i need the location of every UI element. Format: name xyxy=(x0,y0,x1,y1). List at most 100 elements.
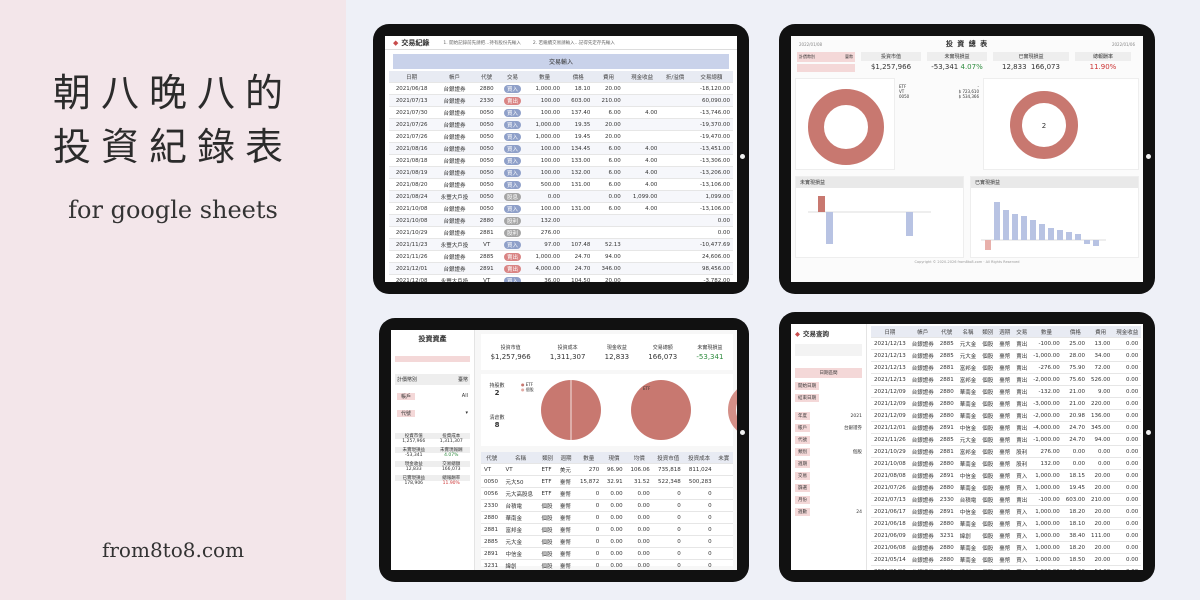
trade-type-badge[interactable]: 買入 xyxy=(504,108,522,117)
table-row[interactable]: 2885 元大金 個股 臺幣 0 0.00 0.00 0 0 xyxy=(481,535,733,548)
table-row[interactable]: 2021/08/20 台銀證券 0050 買入 500.00 131.00 6.00 4.00… xyxy=(389,178,733,191)
table-row[interactable]: 2021/05/03台銀證券3231緯創個股臺幣買入1,000.0038.605… xyxy=(871,565,1142,570)
filter-row[interactable]: 代號 xyxy=(795,436,862,444)
table-row[interactable]: 2021/08/16 台銀證券 0050 買入 100.00 134.45 6.00 4.00… xyxy=(389,142,733,155)
table-cell: 38.60 xyxy=(1062,565,1089,570)
table-row[interactable]: 2021/07/26 台銀證券 0050 買入 1,000.00 19.45 20.00 -1… xyxy=(389,130,733,143)
table-cell: 個股 xyxy=(979,529,997,542)
table-row[interactable]: 2021/06/08 台銀證券 2880 華南金 個股 臺幣 買入 1,000.00 18.20… xyxy=(871,541,1142,554)
table-row[interactable]: VT VT ETF 美元 270 96.90 106.06 735,818 811,024 xyxy=(481,463,733,476)
fx-rate-field[interactable] xyxy=(797,64,855,72)
side-metric-value: 178,906 xyxy=(404,481,424,486)
table-row[interactable]: 2021/10/29 台銀證券 2881 股利 276.00 0.00 xyxy=(389,226,733,239)
table-row[interactable]: 2021/08/08 台銀證券 2891 中信金 個股 臺幣 買入 1,000.00 18.15… xyxy=(871,469,1142,482)
table-row[interactable]: 2881 富邦金 個股 臺幣 0 0.00 0.00 0 0 xyxy=(481,523,733,536)
table-row[interactable]: 0056 元大高股息 ETF 臺幣 0 0.00 0.00 0 0 xyxy=(481,487,733,500)
table-row[interactable]: 2021/07/13 台銀證券 2330 賣出 100.00 603.00 210.00 60… xyxy=(389,94,733,107)
code-filter[interactable]: 代號 ▾ xyxy=(395,408,470,419)
filter-row[interactable]: 月份 xyxy=(795,496,862,504)
table-row[interactable]: 2021/11/23 永豐大戶投 VT 買入 97.00 107.48 52.13 -10,4… xyxy=(389,238,733,251)
trade-type-badge[interactable]: 股利 xyxy=(504,228,522,237)
table-row[interactable]: 2021/12/01 台銀證券 2891 中信金 個股 臺幣 賣出 -4,000.00 24.7… xyxy=(871,421,1142,434)
table-cell xyxy=(660,274,690,282)
trade-type-badge[interactable]: 賣出 xyxy=(504,96,522,105)
table-row[interactable]: 2021/10/08 台銀證券 2880 華南金 個股 臺幣 股利 132.00 0.00 0.0… xyxy=(871,457,1142,470)
filter-row[interactable]: 類別 個股 xyxy=(795,448,862,456)
table-row[interactable]: 2021/06/18 台銀證券 2880 華南金 個股 臺幣 買入 1,000.00 18.10… xyxy=(871,517,1142,530)
trade-type-badge[interactable]: 買入 xyxy=(504,84,522,93)
filter-value[interactable]: 台銀證券 xyxy=(844,426,862,431)
trade-type-badge[interactable]: 買入 xyxy=(504,168,522,177)
table-row[interactable]: 2021/12/13 台銀證券 2885 元大金 個股 臺幣 賣出 -100.00 25.00 1… xyxy=(871,337,1142,350)
table-row[interactable]: 2021/06/17 台銀證券 2891 中信金 個股 臺幣 買入 1,000.00 18.20… xyxy=(871,505,1142,518)
table-cell: 72.00 xyxy=(1088,361,1114,374)
table-row[interactable]: 2021/06/18 台銀證券 2880 買入 1,000.00 18.10 20.00 -1… xyxy=(389,82,733,95)
filter-row[interactable]: 年度 2021 xyxy=(795,412,862,420)
table-row[interactable]: 2021/11/26 台銀證券 2885 元大金 個股 臺幣 賣出 -1,000.00 24.7… xyxy=(871,433,1142,446)
trade-input-section[interactable]: 交易輸入 xyxy=(393,54,729,69)
trade-type-badge[interactable]: 股息 xyxy=(504,192,522,201)
filter-value[interactable]: 24 xyxy=(856,509,862,515)
currency-select[interactable]: 計價幣別 臺幣 xyxy=(797,52,855,62)
table-row[interactable]: 2021/08/18 台銀證券 0050 買入 100.00 133.00 6.00 4.00… xyxy=(389,154,733,167)
kpi-value: 166,073 xyxy=(648,352,678,361)
filter-row[interactable]: 篩選 xyxy=(795,484,862,492)
table-row[interactable]: 2021/07/26 台銀證券 0050 買入 1,000.00 19.35 20.00 -1… xyxy=(389,118,733,131)
trade-type-badge[interactable]: 買入 xyxy=(504,156,522,165)
filter-row[interactable]: 交易 xyxy=(795,472,862,480)
trade-type-badge[interactable]: 買入 xyxy=(504,240,522,249)
side-metric-value: 166,073 xyxy=(441,467,461,472)
trade-type-badge[interactable]: 買入 xyxy=(504,120,522,129)
table-row[interactable]: 2021/11/26 台銀證券 2885 賣出 1,000.00 24.70 94.00 24… xyxy=(389,250,733,263)
filter-value[interactable]: 個股 xyxy=(853,450,862,455)
kpi-unrealized: 未實現損益 -53,341 xyxy=(696,344,723,361)
trade-type-badge[interactable]: 賣出 xyxy=(504,264,522,273)
filter-value[interactable]: 2021 xyxy=(850,413,862,419)
table-cell: 0.00 xyxy=(625,559,653,570)
table-row[interactable]: 2021/10/08 台銀證券 2880 股利 132.00 0.00 xyxy=(389,214,733,227)
table-cell: 台銀證券 xyxy=(908,361,937,374)
table-row[interactable]: 2021/05/14 台銀證券 2880 華南金 個股 臺幣 買入 1,000.00 18.50… xyxy=(871,553,1142,566)
trade-type-badge[interactable]: 買入 xyxy=(504,204,522,213)
table-row[interactable]: 3231 緯創 個股 臺幣 0 0.00 0.00 0 0 xyxy=(481,559,733,570)
filter-row[interactable]: 週數 24 xyxy=(795,508,862,516)
table-row[interactable]: 2880 華南金 個股 臺幣 0 0.00 0.00 0 0 xyxy=(481,511,733,524)
table-row[interactable]: 2021/07/26 台銀證券 2880 華南金 個股 臺幣 買入 1,000.00 19.45… xyxy=(871,481,1142,494)
table-row[interactable]: 2021/10/08 台銀證券 0050 買入 100.00 131.00 6.00 4.00… xyxy=(389,202,733,215)
trade-type-badge[interactable]: 賣出 xyxy=(504,252,522,261)
table-row[interactable]: 2021/12/08 永豐大戶投 VT 買入 36.00 104.50 20.00 -3,78… xyxy=(389,274,733,282)
table-row[interactable]: 2021/12/13 台銀證券 2881 富邦金 個股 臺幣 賣出 -276.00 75.90 7… xyxy=(871,361,1142,374)
table-row[interactable]: 2021/12/13 台銀證券 2885 元大金 個股 臺幣 賣出 -1,000.00 28.0… xyxy=(871,349,1142,362)
trade-type-badge[interactable]: 買入 xyxy=(504,144,522,153)
table-row[interactable]: 2021/12/09 台銀證券 2880 華南金 個股 臺幣 賣出 -2,000.00 20.9… xyxy=(871,409,1142,422)
table-row[interactable]: 2021/08/19 台銀證券 0050 買入 100.00 132.00 6.00 4.00… xyxy=(389,166,733,179)
trade-type-badge[interactable]: 買入 xyxy=(504,276,522,282)
table-row[interactable]: 2891 中信金 個股 臺幣 0 0.00 0.00 0 0 xyxy=(481,547,733,560)
filter-row[interactable]: 開始日期 xyxy=(795,382,862,390)
table-row[interactable]: 2021/07/30 台銀證券 0050 買入 100.00 137.40 6.00 4.00… xyxy=(389,106,733,119)
filter-row[interactable]: 結束日期 xyxy=(795,394,862,402)
table-row[interactable]: 2021/12/13 台銀證券 2881 富邦金 個股 臺幣 賣出 -2,000.00 75.6… xyxy=(871,373,1142,386)
table-row[interactable]: 0050 元大50 ETF 臺幣 15,872 32.91 31.52 522,348 500,… xyxy=(481,475,733,488)
table-row[interactable]: 2021/12/09 台銀證券 2880 華南金 個股 臺幣 賣出 -132.00 21.00 9… xyxy=(871,385,1142,398)
account-filter[interactable]: 帳戶 All xyxy=(395,391,470,402)
table-row[interactable]: 2021/08/24 永豐大戶投 0050 股息 0.00 0.00 1,099.00 1,0… xyxy=(389,190,733,203)
table-cell: 臺幣 xyxy=(996,385,1014,398)
table-cell: 2021/07/13 xyxy=(389,94,435,107)
table-row[interactable]: 2021/07/13 台銀證券 2330 台積電 個股 臺幣 賣出 -100.00 603.00… xyxy=(871,493,1142,506)
table-row[interactable]: 2021/12/09 台銀證券 2880 華南金 個股 臺幣 賣出 -3,000.00 21.0… xyxy=(871,397,1142,410)
assets-pies: ETF xyxy=(541,380,737,440)
table-row[interactable]: 2021/10/29 台銀證券 2881 富邦金 個股 臺幣 股利 276.00 0.00 0.0… xyxy=(871,445,1142,458)
table-cell: 0.00 xyxy=(625,511,653,524)
table-row[interactable]: 2330 台積電 個股 臺幣 0 0.00 0.00 0 0 xyxy=(481,499,733,512)
filter-row[interactable]: 帳戶 台銀證券 xyxy=(795,424,862,432)
currency-filter[interactable]: 計價幣別 臺幣 xyxy=(395,374,470,385)
trade-type-badge[interactable]: 買入 xyxy=(504,180,522,189)
filter-row[interactable]: 週期 xyxy=(795,460,862,468)
table-row[interactable]: 2021/12/01 台銀證券 2891 賣出 4,000.00 24.70 346.00 9… xyxy=(389,262,733,275)
trade-type-badge[interactable]: 股利 xyxy=(504,216,522,225)
table-row[interactable]: 2021/06/09 台銀證券 3231 緯創 個股 臺幣 買入 1,000.00 38.40 1… xyxy=(871,529,1142,542)
trade-type-badge[interactable]: 買入 xyxy=(504,132,522,141)
pie-legend: ● ETF ● 個股 xyxy=(521,382,534,393)
summary-date-left: 2022/01/08 xyxy=(799,41,823,47)
